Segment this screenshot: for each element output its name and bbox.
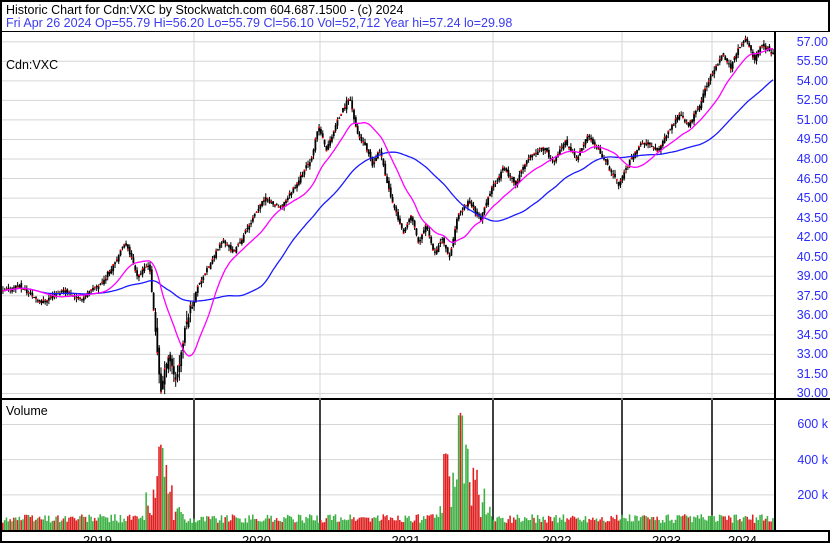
price-axis-tick-51: 51.00 [797, 113, 828, 127]
price-axis-tick-31.5: 31.50 [797, 367, 828, 381]
volume-panel-label: Volume [6, 404, 48, 418]
year-label-2023: 2023 [652, 533, 681, 543]
price-axis-tick-40.5: 40.50 [797, 250, 828, 264]
price-axis-tick-42: 42.00 [797, 230, 828, 244]
price-axis-tick-57: 57.00 [797, 35, 828, 49]
price-axis-tick-54: 54.00 [797, 74, 828, 88]
price-panel: Cdn:VXC 57.00 55.50 54.00 52.50 51.00 49.50 48… [2, 32, 830, 400]
price-axis-right: 57.00 55.50 54.00 52.50 51.00 49.50 48.00 46.50… [774, 32, 830, 398]
price-axis-tick-55.5: 55.50 [797, 54, 828, 68]
year-label-2019: 2019 [83, 533, 112, 543]
year-label-2020: 2020 [242, 533, 271, 543]
x-axis-row: 2019 2020 2021 2022 2023 2024 [2, 530, 830, 543]
volume-bars-svg[interactable] [2, 400, 774, 530]
price-axis-tick-52.5: 52.50 [797, 93, 828, 107]
year-label-2022: 2022 [543, 533, 572, 543]
volume-axis-right: 600 k 400 k 200 k [774, 400, 830, 530]
price-axis-tick-37.5: 37.50 [797, 289, 828, 303]
price-candlestick-svg[interactable] [2, 32, 774, 400]
symbol-label: Cdn:VXC [6, 58, 58, 72]
price-axis-tick-36: 36.00 [797, 308, 828, 322]
price-axis-tick-33: 33.00 [797, 347, 828, 361]
header: Historic Chart for Cdn:VXC by Stockwatch… [2, 2, 828, 32]
price-axis-tick-48: 48.00 [797, 152, 828, 166]
chart-window: Historic Chart for Cdn:VXC by Stockwatch… [0, 0, 830, 543]
price-axis-tick-30: 30.00 [797, 386, 828, 400]
price-axis-tick-49.5: 49.50 [797, 132, 828, 146]
volume-axis-tick-400: 400 k [797, 453, 828, 467]
volume-panel: Volume 600 k 400 k 200 k [2, 400, 830, 530]
year-label-2021: 2021 [392, 533, 421, 543]
price-axis-tick-34.5: 34.50 [797, 328, 828, 342]
price-axis-tick-43.5: 43.50 [797, 211, 828, 225]
volume-axis-tick-600: 600 k [797, 417, 828, 431]
year-label-2024: 2024 [728, 533, 757, 543]
price-axis-tick-39: 39.00 [797, 269, 828, 283]
price-axis-tick-46.5: 46.50 [797, 172, 828, 186]
header-subtitle: Fri Apr 26 2024 Op=55.79 Hi=56.20 Lo=55.… [6, 17, 824, 30]
volume-axis-tick-200: 200 k [797, 488, 828, 502]
price-axis-tick-45: 45.00 [797, 191, 828, 205]
